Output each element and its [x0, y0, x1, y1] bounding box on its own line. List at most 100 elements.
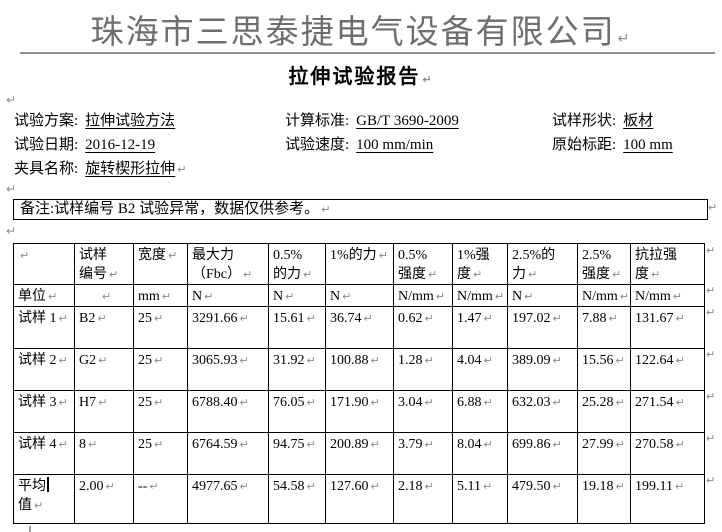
- data-cell: 31.92 ↵: [268, 348, 326, 391]
- paragraph-mark: ↵: [422, 73, 434, 86]
- header-cell: 试样 编号 ↵: [74, 243, 134, 285]
- sample-row: 试样 4 ↵ 8 ↵ 25 ↵ 6764.59 ↵ 94.75 ↵ 200.89 ↵ 3.7…: [13, 432, 705, 475]
- paragraph-mark: ↵: [20, 249, 30, 262]
- cell-text: 197.02: [512, 311, 551, 326]
- param-label: 计算标准:: [285, 113, 350, 129]
- paragraph-mark: ↵: [435, 290, 445, 303]
- paragraph-mark: ↵: [58, 354, 68, 367]
- cell-text: 单位: [18, 289, 46, 304]
- param-fixture-name: 夹具名称: 旋转楔形拉伸 ↵: [14, 159, 186, 179]
- data-cell: 19.18 ↵: [577, 474, 631, 524]
- paragraph-mark: ↵: [239, 354, 249, 367]
- paragraph-mark: ↵: [483, 354, 493, 367]
- cell-text: 36.74: [330, 311, 362, 326]
- cell-text: 2.00: [79, 479, 104, 494]
- paragraph-mark: ↵: [672, 290, 682, 303]
- cell-text: 3065.93: [192, 353, 238, 368]
- param-value: 100 mm/min: [356, 137, 434, 153]
- paragraph-mark: ↵: [615, 438, 625, 451]
- paragraph-mark: ↵: [482, 480, 493, 493]
- data-cell: 479.50 ↵: [507, 474, 578, 524]
- cell-text: 试样 1: [18, 311, 57, 326]
- cell-text: 100.88: [330, 353, 369, 368]
- paragraph-mark: ↵: [363, 312, 373, 325]
- paragraph-mark: ↵: [370, 438, 380, 451]
- data-cell: 2.00 ↵: [74, 474, 134, 524]
- param-label: 试样形状:: [552, 113, 617, 129]
- cell-text: 试样 编号: [79, 248, 107, 282]
- data-cell: 15.61 ↵: [268, 306, 326, 349]
- data-cell: 2.18 ↵: [393, 474, 453, 524]
- cell-text: 389.09: [512, 353, 551, 368]
- cell-text: 479.50: [512, 479, 551, 494]
- company-title: 珠海市三思泰捷电气设备有限公司 ↵: [0, 5, 722, 53]
- paragraph-mark: ↵: [168, 249, 178, 262]
- data-cell: 76.05 ↵: [268, 390, 326, 433]
- cell-text: 1.28: [398, 353, 423, 368]
- data-cell: 27.99 ↵: [577, 432, 631, 475]
- paragraph-mark: ↵: [303, 268, 313, 281]
- data-cell: -- ↵: [133, 474, 188, 524]
- param-gauge-length: 原始标距: 100 mm: [552, 135, 673, 155]
- paragraph-mark: ↵: [552, 438, 562, 451]
- unit-cell: N/mm ↵: [577, 284, 631, 307]
- paragraph-mark: ↵: [619, 290, 629, 303]
- param-specimen-shape: 试样形状: 板材: [552, 111, 653, 131]
- param-label: 夹具名称:: [14, 161, 79, 177]
- paragraph-mark: ↵: [6, 224, 17, 238]
- cell-text: 127.60: [330, 479, 369, 494]
- cell-text: N/mm: [582, 289, 618, 304]
- paragraph-mark: ↵: [154, 312, 164, 325]
- header-cell: 1%强 度 ↵: [452, 243, 508, 285]
- data-cell: B2 ↵: [74, 306, 134, 349]
- cell-text: N: [192, 289, 203, 304]
- paragraph-mark: ↵: [285, 290, 295, 303]
- paragraph-mark: ↵: [615, 480, 625, 493]
- cell-text: 1.47: [457, 311, 482, 326]
- data-cell: 3.04 ↵: [393, 390, 453, 433]
- data-cell: 100.88 ↵: [325, 348, 394, 391]
- paragraph-mark: ↵: [424, 396, 434, 409]
- paragraph-mark: ↵: [552, 396, 562, 409]
- paragraph-mark: ↵: [177, 163, 187, 176]
- sample-row: 试样 2 ↵ G2 ↵ 25 ↵ 3065.93 ↵ 31.92 ↵ 100.88 ↵ 1.…: [13, 348, 705, 391]
- unit-row: 单位 ↵ ↵ mm ↵ N ↵ N ↵ N ↵ N/mm ↵ N/mm ↵ N ↵ N/mm ↵ …: [13, 284, 705, 307]
- param-calc-standard: 计算标准: GB/T 3690-2009: [285, 111, 459, 131]
- row-label: 试样 1 ↵: [13, 306, 75, 349]
- data-cell: G2 ↵: [74, 348, 134, 391]
- row-label: 试样 3 ↵: [13, 390, 75, 433]
- data-cell: 122.64 ↵: [630, 348, 705, 391]
- data-cell: 200.89 ↵: [325, 432, 394, 475]
- cell-text: 27.99: [582, 437, 614, 452]
- table-header-row: ↵ 试样 编号 ↵ 宽度 ↵ 最大力 （Fbc） ↵ 0.5% 的力 ↵ 1%的力 ↵ 0…: [13, 243, 705, 285]
- paragraph-mark: ↵: [98, 354, 108, 367]
- param-value: 板材: [623, 113, 654, 129]
- header-cell: 0.5% 强度 ↵: [393, 243, 453, 285]
- paragraph-mark: ↵: [706, 474, 716, 487]
- cell-text: 200.89: [330, 437, 369, 452]
- cell-text: N/mm: [457, 289, 493, 304]
- data-cell: 1.47 ↵: [452, 306, 508, 349]
- paragraph-mark: ↵: [48, 290, 58, 303]
- paragraph-mark: ↵: [161, 290, 171, 303]
- cell-text: 0.5% 强度: [398, 248, 428, 282]
- paragraph-mark: ↵: [109, 268, 119, 281]
- unit-cell: N ↵: [187, 284, 269, 307]
- data-cell: 271.54 ↵: [630, 390, 705, 433]
- cell-text: G2: [79, 353, 97, 368]
- cell-text: 1%的力: [330, 248, 377, 263]
- paragraph-mark: ↵: [552, 480, 562, 493]
- param-label: 试验方案:: [14, 113, 79, 129]
- paragraph-mark: ↵: [675, 396, 685, 409]
- paragraph-mark: ↵: [615, 396, 625, 409]
- paragraph-mark: ↵: [675, 312, 685, 325]
- sample-row: 试样 3 ↵ H7 ↵ 25 ↵ 6788.40 ↵ 76.05 ↵ 171.90 ↵ 3.…: [13, 390, 705, 433]
- cell-text: 31.92: [273, 353, 305, 368]
- paragraph-mark: ↵: [306, 312, 316, 325]
- cell-text: 270.58: [635, 437, 674, 452]
- paragraph-mark: ↵: [608, 312, 618, 325]
- paragraph-mark: ↵: [101, 290, 112, 303]
- paragraph-mark: ↵: [706, 390, 716, 403]
- paragraph-mark: ↵: [528, 268, 538, 281]
